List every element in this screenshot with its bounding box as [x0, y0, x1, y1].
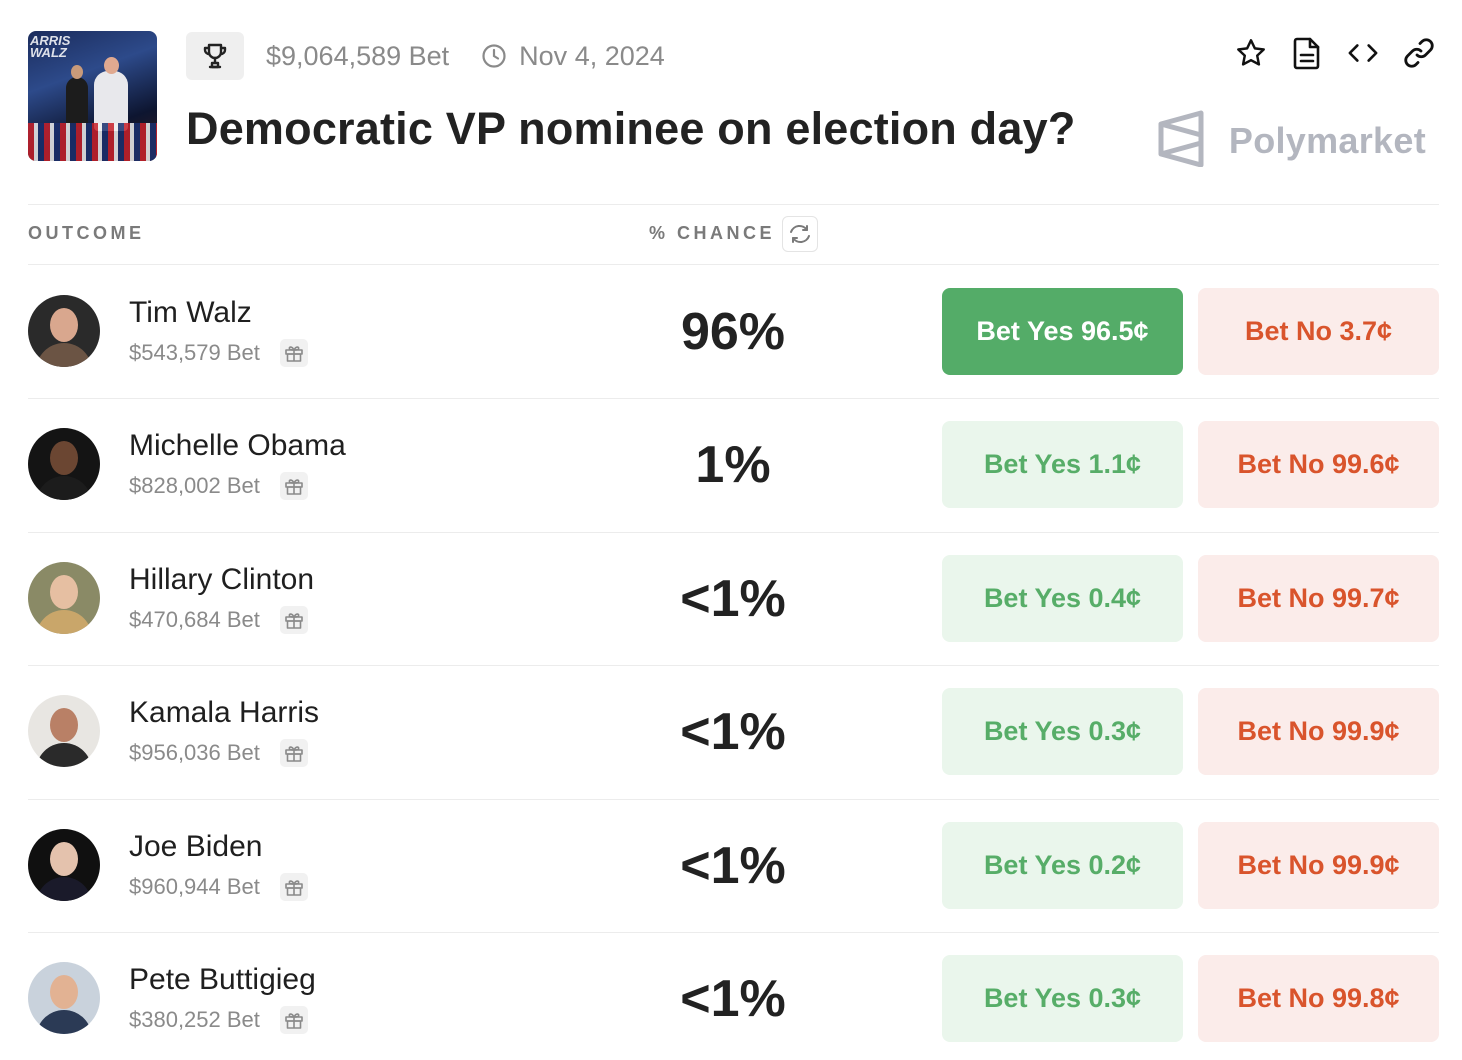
column-header-chance: % CHANCE — [649, 223, 776, 243]
bet-no-button[interactable]: Bet No 99.9¢ — [1198, 822, 1439, 909]
star-icon[interactable] — [1235, 37, 1267, 69]
market-end-date: Nov 4, 2024 — [519, 40, 665, 71]
header-actions — [1235, 37, 1435, 70]
link-icon[interactable] — [1403, 37, 1435, 69]
market-header: ARRIS WALZ $9,064,589 Bet Nov 4, 2024 De… — [28, 31, 1439, 168]
outcome-volume: $470,684 Bet — [129, 607, 260, 632]
gift-icon[interactable] — [279, 1006, 308, 1034]
outcome-row[interactable]: Hillary Clinton $470,684 Bet <1% Bet Yes… — [28, 532, 1439, 665]
gift-icon[interactable] — [279, 606, 308, 634]
avatar — [28, 428, 100, 500]
outcome-row[interactable]: Michelle Obama $828,002 Bet 1% Bet Yes 1… — [28, 398, 1439, 531]
trophy-icon — [186, 32, 244, 80]
refresh-icon — [790, 225, 810, 243]
outcome-chance: <1% — [680, 703, 786, 761]
bet-no-button[interactable]: Bet No 99.6¢ — [1198, 421, 1439, 508]
outcome-chance: <1% — [680, 570, 786, 628]
outcome-row[interactable]: Tim Walz $543,579 Bet 96% Bet Yes 96.5¢ … — [28, 265, 1439, 398]
gift-icon[interactable] — [279, 472, 308, 500]
outcome-chance: <1% — [680, 837, 786, 895]
table-header-divider — [28, 264, 1439, 265]
market-meta: $9,064,589 Bet Nov 4, 2024 — [186, 32, 665, 80]
outcome-name: Kamala Harris — [129, 696, 320, 729]
row-divider — [28, 398, 1439, 399]
header-divider — [28, 204, 1439, 205]
clock-icon — [481, 43, 507, 69]
outcome-name: Hillary Clinton — [129, 563, 315, 596]
row-divider — [28, 799, 1439, 800]
outcome-row[interactable]: Kamala Harris $956,036 Bet <1% Bet Yes 0… — [28, 665, 1439, 798]
outcome-row[interactable]: Pete Buttigieg $380,252 Bet <1% Bet Yes … — [28, 932, 1439, 1060]
row-divider — [28, 532, 1439, 533]
outcome-volume-row: $828,002 Bet — [129, 472, 308, 500]
outcome-chance: <1% — [680, 970, 786, 1028]
outcome-volume: $960,944 Bet — [129, 874, 260, 899]
bet-yes-button[interactable]: Bet Yes 0.3¢ — [942, 688, 1183, 775]
avatar — [28, 562, 100, 634]
outcome-volume-row: $956,036 Bet — [129, 739, 308, 767]
outcome-row[interactable]: Joe Biden $960,944 Bet <1% Bet Yes 0.2¢ … — [28, 799, 1439, 932]
bet-yes-button[interactable]: Bet Yes 0.4¢ — [942, 555, 1183, 642]
market-thumbnail[interactable]: ARRIS WALZ — [28, 31, 157, 161]
avatar — [28, 962, 100, 1034]
outcome-name: Joe Biden — [129, 830, 263, 863]
outcome-volume: $828,002 Bet — [129, 473, 260, 498]
bet-yes-button[interactable]: Bet Yes 0.3¢ — [942, 955, 1183, 1042]
outcome-name: Tim Walz — [129, 296, 252, 329]
avatar — [28, 829, 100, 901]
bet-no-button[interactable]: Bet No 99.9¢ — [1198, 688, 1439, 775]
outcome-volume-row: $960,944 Bet — [129, 873, 308, 901]
gift-icon[interactable] — [279, 873, 308, 901]
outcome-volume: $956,036 Bet — [129, 740, 260, 765]
outcome-volume-row: $380,252 Bet — [129, 1006, 308, 1034]
embed-code-icon[interactable] — [1347, 37, 1379, 69]
outcome-volume: $543,579 Bet — [129, 340, 260, 365]
bet-yes-button[interactable]: Bet Yes 1.1¢ — [942, 421, 1183, 508]
refresh-button[interactable] — [782, 216, 818, 252]
row-divider — [28, 665, 1439, 666]
outcome-chance: 1% — [695, 436, 771, 494]
bet-no-button[interactable]: Bet No 99.7¢ — [1198, 555, 1439, 642]
gift-icon[interactable] — [279, 739, 308, 767]
bet-yes-button[interactable]: Bet Yes 0.2¢ — [942, 822, 1183, 909]
market-title: Democratic VP nominee on election day? — [186, 103, 1076, 154]
outcome-chance: 96% — [680, 303, 786, 361]
column-header-outcome: OUTCOME — [28, 223, 145, 243]
bet-no-button[interactable]: Bet No 3.7¢ — [1198, 288, 1439, 375]
outcome-name: Pete Buttigieg — [129, 963, 316, 996]
bet-no-button[interactable]: Bet No 99.8¢ — [1198, 955, 1439, 1042]
avatar — [28, 295, 100, 367]
avatar — [28, 695, 100, 767]
outcome-volume-row: $470,684 Bet — [129, 606, 308, 634]
outcome-volume-row: $543,579 Bet — [129, 339, 308, 367]
market-volume: $9,064,589 Bet — [266, 40, 450, 71]
polymarket-brand[interactable]: Polymarket — [1157, 109, 1426, 172]
thumbnail-sign: ARRIS WALZ — [30, 33, 71, 60]
outcome-name: Michelle Obama — [129, 429, 346, 462]
brand-name: Polymarket — [1228, 119, 1426, 161]
gift-icon[interactable] — [279, 339, 308, 367]
bet-yes-button[interactable]: Bet Yes 96.5¢ — [942, 288, 1183, 375]
document-icon[interactable] — [1291, 37, 1323, 70]
row-divider — [28, 932, 1439, 933]
outcome-volume: $380,252 Bet — [129, 1007, 260, 1032]
polymarket-logo-icon — [1157, 109, 1207, 172]
